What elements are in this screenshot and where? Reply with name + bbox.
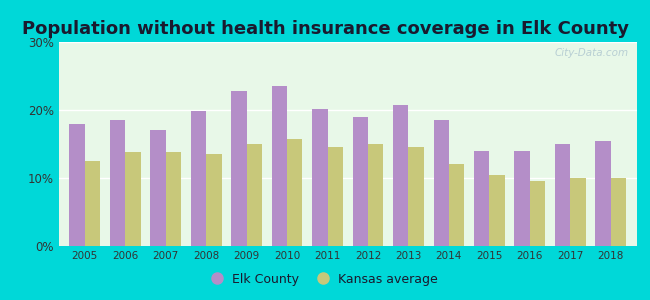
Bar xyxy=(287,139,302,246)
Bar xyxy=(595,141,611,246)
Bar xyxy=(514,151,530,246)
Bar xyxy=(555,144,570,246)
Bar xyxy=(231,91,246,246)
Text: Population without health insurance coverage in Elk County: Population without health insurance cove… xyxy=(21,20,629,38)
Bar xyxy=(70,124,84,246)
Bar xyxy=(393,105,408,246)
Text: City-Data.com: City-Data.com xyxy=(554,48,629,58)
Bar xyxy=(368,144,384,246)
Bar xyxy=(206,154,222,246)
Bar xyxy=(434,120,449,246)
Bar xyxy=(474,151,489,246)
Bar xyxy=(110,120,125,246)
Bar xyxy=(191,111,206,246)
Bar xyxy=(150,130,166,246)
Bar xyxy=(166,152,181,246)
Bar xyxy=(272,86,287,246)
Bar xyxy=(125,152,140,246)
Bar xyxy=(530,182,545,246)
Bar xyxy=(352,117,368,246)
Bar xyxy=(489,175,504,246)
Legend: Elk County, Kansas average: Elk County, Kansas average xyxy=(207,268,443,291)
Bar xyxy=(449,164,464,246)
Bar xyxy=(84,161,100,246)
Bar xyxy=(312,109,328,246)
Bar xyxy=(570,178,586,246)
Bar xyxy=(328,147,343,246)
Bar xyxy=(408,147,424,246)
Bar xyxy=(611,178,626,246)
Bar xyxy=(246,144,262,246)
